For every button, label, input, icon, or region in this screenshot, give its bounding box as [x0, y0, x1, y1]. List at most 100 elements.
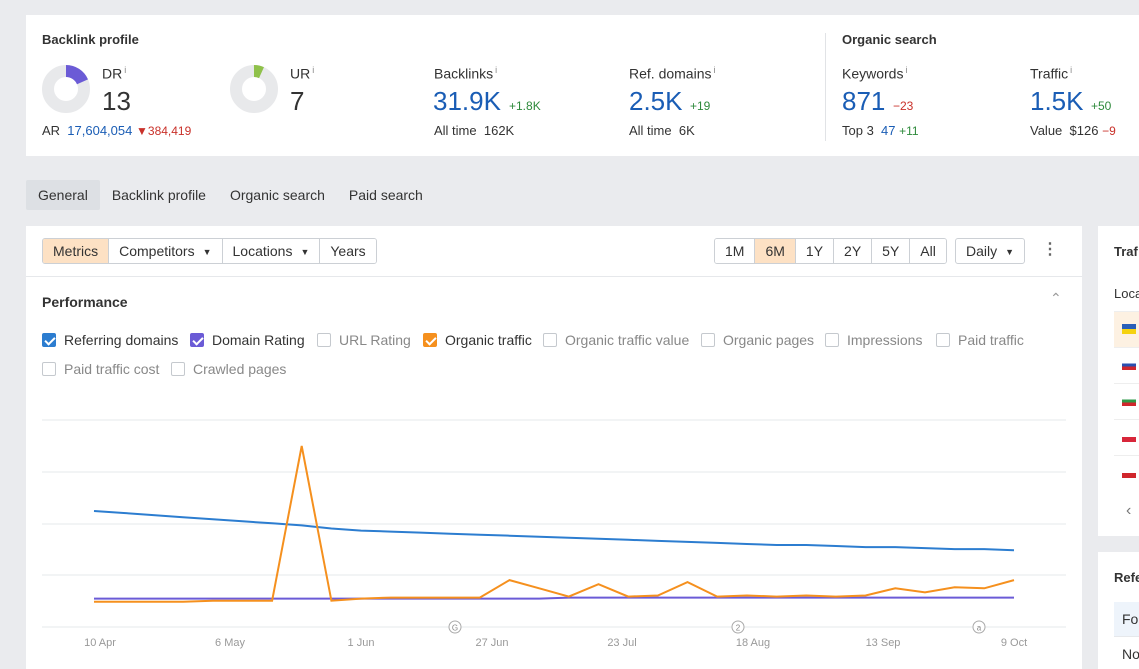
x-tick-label: 6 May — [215, 637, 245, 649]
ur-info-icon[interactable]: i — [312, 65, 315, 75]
referring-row[interactable]: Fo — [1114, 602, 1139, 636]
range-all-button[interactable]: All — [910, 239, 946, 263]
view-toolbar: Metrics Competitors ▼ Locations ▼ Years — [42, 238, 377, 264]
checkbox-empty-icon — [317, 333, 331, 347]
ref-domains-alltime: All time 6K — [629, 123, 695, 138]
x-tick-label: 10 Apr — [84, 637, 116, 649]
backlinks-info-icon[interactable]: i — [495, 65, 498, 75]
organic-traffic-checkbox[interactable]: Organic traffic — [423, 332, 532, 348]
location-row[interactable] — [1114, 311, 1139, 347]
ref-domains-value[interactable]: 2.5K — [629, 86, 683, 116]
domain-rating-label: Domain Rating — [212, 332, 305, 348]
section-divider — [825, 33, 826, 141]
checkbox-empty-icon — [936, 333, 950, 347]
location-row[interactable] — [1114, 347, 1139, 383]
range-5y-button[interactable]: 5Y — [872, 239, 911, 263]
bulgaria-flag-icon — [1122, 396, 1136, 406]
locations-header: Loca — [1114, 286, 1139, 301]
x-tick-label: 13 Sep — [866, 637, 901, 649]
chevron-down-icon: ▼ — [202, 247, 212, 258]
backlinks-value[interactable]: 31.9K — [433, 86, 501, 116]
range-1m-button[interactable]: 1M — [715, 239, 756, 263]
russia-flag-icon — [1122, 360, 1136, 370]
checkbox-empty-icon — [701, 333, 715, 347]
competitors-dropdown[interactable]: Competitors ▼ — [109, 239, 223, 263]
keywords-label: Keywords i — [842, 65, 908, 82]
x-tick-label: 18 Aug — [736, 637, 770, 649]
metrics-button[interactable]: Metrics — [43, 239, 110, 263]
organic-pages-checkbox[interactable]: Organic pages — [701, 332, 814, 348]
keywords-top3: Top 3 47 +11 — [842, 123, 919, 138]
chevron-up-icon[interactable]: ⌃ — [1050, 290, 1062, 306]
chevron-left-icon[interactable]: ‹ — [1126, 502, 1132, 519]
traffic-value[interactable]: 1.5K — [1030, 86, 1084, 116]
backlinks-delta: +1.8K — [509, 99, 541, 113]
impressions-checkbox[interactable]: Impressions — [825, 332, 922, 348]
organic-search-title: Organic search — [842, 32, 937, 47]
backlink-profile-title: Backlink profile — [42, 32, 139, 47]
paid-traffic-checkbox[interactable]: Paid traffic — [936, 332, 1024, 348]
checkbox-empty-icon — [543, 333, 557, 347]
keywords-info-icon[interactable]: i — [905, 65, 908, 75]
annotation-marker-icon[interactable] — [731, 620, 745, 634]
referring-domains-series-line[interactable] — [93, 510, 1015, 552]
dr-value: 13 — [102, 86, 131, 116]
locations-dropdown[interactable]: Locations ▼ — [222, 239, 321, 263]
backlinks-alltime: All time 162K — [434, 123, 515, 138]
ref-domains-info-icon[interactable]: i — [713, 65, 716, 75]
performance-chart: 10 Apr 6 May 1 Jun 27 Jun 23 Jul 18 Aug 13 Sep… — [42, 419, 1066, 649]
ar-value[interactable]: 17,604,054 — [67, 123, 133, 138]
referring-row[interactable]: No — [1114, 636, 1139, 669]
years-button[interactable]: Years — [320, 239, 376, 263]
traffic-label: Traffic i — [1030, 65, 1073, 82]
range-6m-button[interactable]: 6M — [755, 239, 796, 263]
ar-delta: ▼384,419 — [136, 124, 192, 138]
range-1y-button[interactable]: 1Y — [795, 239, 835, 263]
range-2y-button[interactable]: 2Y — [834, 239, 873, 263]
keywords-value[interactable]: 871 — [842, 86, 886, 116]
location-row[interactable] — [1114, 419, 1139, 455]
ukraine-flag-icon — [1122, 324, 1136, 334]
more-options-icon[interactable]: ⋮ — [1042, 241, 1058, 258]
traffic-by-location-card: Traf Loca ‹ — [1098, 226, 1139, 536]
tab-backlink-profile[interactable]: Backlink profile — [111, 187, 206, 203]
x-tick-label: 1 Jun — [348, 637, 375, 649]
organic-traffic-value-checkbox[interactable]: Organic traffic value — [543, 332, 689, 348]
annotation-marker-icon[interactable] — [972, 620, 986, 634]
annotation-marker-label: 2 — [736, 624, 741, 633]
dr-donut-chart — [42, 65, 90, 113]
annotation-marker-label: a — [977, 624, 982, 633]
tab-organic-search[interactable]: Organic search — [229, 187, 325, 203]
section-tabs: General Backlink profile Organic search … — [26, 180, 435, 210]
ar-row: AR 17,604,054 ▼384,419 — [42, 123, 192, 138]
range-toolbar: 1M 6M 1Y 2Y 5Y All — [714, 238, 947, 264]
chevron-down-icon: ▼ — [300, 247, 310, 258]
paid-traffic-cost-label: Paid traffic cost — [64, 361, 160, 377]
annotation-marker-icon[interactable] — [448, 620, 462, 634]
crawled-pages-checkbox[interactable]: Crawled pages — [171, 361, 286, 377]
granularity-dropdown[interactable]: Daily ▼ — [955, 238, 1026, 264]
toolbar-divider — [26, 276, 1082, 277]
referring-card: Refe Fo No — [1098, 552, 1139, 669]
domain-rating-series-line[interactable] — [94, 596, 1014, 600]
summary-card: Backlink profile DR i 13 AR 17,604,054 ▼3… — [26, 15, 1139, 156]
dr-info-icon[interactable]: i — [124, 65, 127, 75]
location-row[interactable] — [1114, 383, 1139, 419]
referring-domains-checkbox[interactable]: Referring domains — [42, 332, 178, 348]
checkbox-checked-icon — [42, 333, 56, 347]
traffic-value-row: Value $126 −9 — [1030, 123, 1116, 138]
url-rating-checkbox[interactable]: URL Rating — [317, 332, 411, 348]
annotation-marker-label: G — [452, 624, 458, 633]
tab-general[interactable]: General — [26, 180, 100, 210]
czech-flag-icon — [1122, 468, 1136, 478]
traffic-info-icon[interactable]: i — [1070, 65, 1073, 75]
tab-paid-search[interactable]: Paid search — [348, 187, 423, 203]
location-row[interactable] — [1114, 455, 1139, 491]
paid-traffic-cost-checkbox[interactable]: Paid traffic cost — [42, 361, 159, 377]
organic-traffic-series-line[interactable] — [94, 445, 1015, 603]
traffic-card-title: Traf — [1114, 244, 1138, 259]
dr-label: DR i — [102, 65, 127, 82]
ur-label: UR i — [290, 65, 315, 82]
domain-rating-checkbox[interactable]: Domain Rating — [190, 332, 305, 348]
organic-pages-label: Organic pages — [723, 332, 815, 348]
